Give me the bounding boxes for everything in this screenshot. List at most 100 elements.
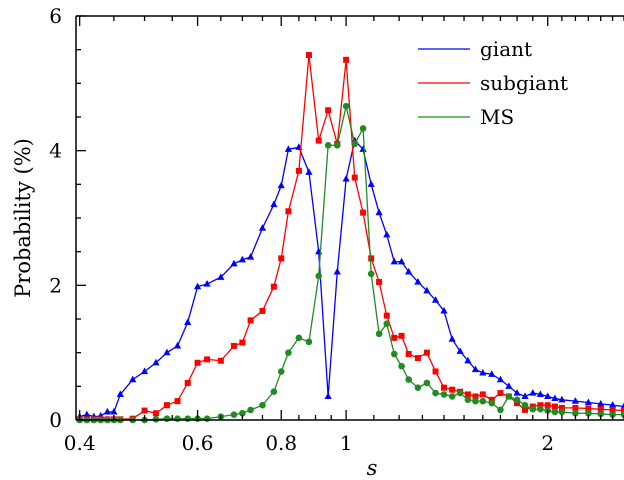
- data-point: [203, 279, 211, 287]
- data-point: [558, 408, 566, 416]
- data-point: [496, 375, 505, 383]
- data-point: [390, 257, 398, 265]
- data-point: [432, 389, 439, 397]
- data-point: [324, 141, 332, 149]
- data-point: [456, 389, 464, 397]
- y-axis-title: Probability (%): [11, 138, 35, 298]
- data-point: [585, 409, 592, 417]
- data-point: [398, 362, 405, 370]
- data-point: [397, 257, 406, 265]
- data-point: [529, 405, 537, 413]
- data-point: [184, 379, 191, 386]
- data-point: [423, 286, 431, 294]
- data-point: [360, 209, 367, 216]
- data-point: [521, 401, 529, 409]
- data-point: [367, 270, 375, 278]
- data-point: [295, 334, 303, 342]
- data-point: [247, 406, 254, 414]
- data-point: [204, 356, 211, 363]
- data-point: [551, 394, 559, 402]
- data-point: [551, 403, 558, 410]
- data-point: [351, 174, 358, 181]
- data-point: [305, 338, 313, 346]
- data-point: [405, 376, 412, 383]
- data-point: [259, 307, 266, 314]
- data-point: [513, 389, 521, 396]
- data-point: [163, 402, 170, 409]
- data-point: [497, 390, 504, 397]
- data-point: [621, 407, 624, 414]
- data-point: [239, 339, 246, 346]
- data-point: [423, 379, 431, 387]
- data-point: [479, 397, 487, 405]
- data-point: [343, 56, 350, 63]
- series-subgiant: [76, 52, 624, 423]
- data-point: [203, 415, 211, 422]
- series-line: [79, 139, 624, 418]
- data-point: [315, 137, 322, 144]
- data-point: [270, 200, 278, 208]
- data-point: [609, 411, 616, 418]
- data-point: [277, 181, 285, 189]
- legend-item-giant: giant: [418, 37, 532, 61]
- data-point: [431, 296, 440, 303]
- data-point: [608, 401, 617, 408]
- data-point: [585, 405, 592, 412]
- data-point: [537, 405, 544, 413]
- legend: giant subgiant MS: [418, 37, 568, 129]
- data-point: [217, 273, 225, 280]
- data-point: [342, 174, 350, 182]
- data-point: [597, 399, 605, 407]
- data-point: [239, 409, 246, 417]
- data-point: [375, 330, 383, 338]
- data-point: [375, 208, 383, 216]
- data-point: [448, 335, 456, 342]
- data-point: [230, 411, 238, 418]
- legend-item-ms: MS: [418, 105, 514, 129]
- data-point: [572, 409, 579, 417]
- data-point: [558, 404, 565, 411]
- x-tick-label: 0.6: [182, 431, 214, 455]
- data-point: [597, 406, 604, 413]
- x-tick-label: 0.8: [265, 431, 297, 455]
- data-point: [324, 392, 332, 400]
- y-tick-label: 2: [49, 273, 62, 297]
- data-point: [449, 386, 456, 393]
- data-point: [285, 208, 292, 215]
- data-point: [488, 370, 496, 377]
- data-point: [258, 224, 267, 231]
- data-point: [505, 382, 513, 389]
- legend-item-subgiant: subgiant: [418, 71, 568, 95]
- data-point: [351, 140, 359, 148]
- data-point: [440, 391, 448, 398]
- data-point: [497, 406, 504, 414]
- y-tick-label: 6: [49, 4, 62, 28]
- data-point: [414, 277, 422, 285]
- data-point: [620, 402, 624, 410]
- data-point: [277, 368, 285, 375]
- data-point: [285, 349, 292, 356]
- data-point: [376, 278, 383, 285]
- data-point: [558, 395, 566, 403]
- series-ms: [76, 102, 624, 424]
- data-point: [440, 306, 448, 314]
- data-point: [383, 312, 390, 319]
- data-point: [479, 391, 486, 398]
- data-point: [140, 367, 149, 375]
- data-point: [536, 390, 544, 398]
- data-point: [368, 255, 375, 262]
- data-point: [83, 410, 91, 418]
- data-point: [551, 408, 559, 416]
- data-point: [174, 415, 181, 422]
- data-point: [414, 384, 422, 391]
- data-point: [333, 267, 341, 275]
- legend-label: subgiant: [480, 71, 568, 95]
- data-point: [174, 398, 181, 405]
- data-point: [367, 180, 375, 187]
- data-point: [456, 347, 464, 354]
- data-point: [398, 332, 405, 339]
- data-point: [184, 318, 192, 325]
- data-point: [116, 390, 124, 398]
- data-point: [514, 400, 521, 407]
- data-point: [513, 396, 521, 404]
